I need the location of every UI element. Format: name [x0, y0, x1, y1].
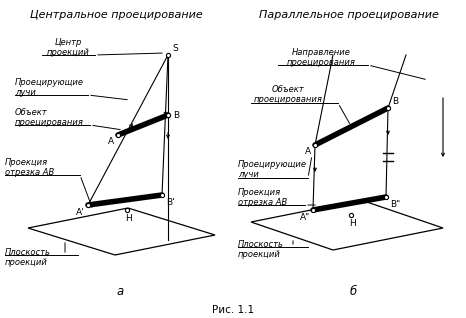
Text: проецирования: проецирования	[15, 118, 84, 127]
Text: Рис. 1.1: Рис. 1.1	[212, 305, 254, 315]
Text: отрезка АВ: отрезка АВ	[238, 198, 287, 207]
Text: H: H	[124, 214, 131, 223]
Text: H: H	[350, 219, 356, 228]
Text: B: B	[392, 97, 398, 106]
Text: Центральное проецирование: Центральное проецирование	[30, 10, 202, 20]
Text: A: A	[305, 147, 311, 156]
Text: A: A	[108, 137, 114, 146]
Text: проецирования: проецирования	[287, 58, 356, 67]
Text: лучи: лучи	[238, 170, 259, 179]
Text: отрезка АВ: отрезка АВ	[5, 168, 54, 177]
Text: Объект: Объект	[272, 85, 304, 94]
Text: Направление: Направление	[292, 48, 350, 57]
Text: Проецирующие: Проецирующие	[15, 78, 84, 87]
Text: проецирования: проецирования	[254, 95, 322, 104]
Text: проекций: проекций	[238, 250, 281, 259]
Text: Проекция: Проекция	[5, 158, 48, 167]
Text: S: S	[172, 44, 178, 53]
Text: Проецирующие: Проецирующие	[238, 160, 307, 169]
Text: б: б	[350, 285, 356, 298]
Text: Плоскость: Плоскость	[238, 240, 284, 249]
Text: B': B'	[166, 198, 175, 207]
Text: Объект: Объект	[15, 108, 48, 117]
Text: A": A"	[300, 213, 310, 222]
Text: лучи: лучи	[15, 88, 36, 97]
Text: B: B	[173, 110, 179, 120]
Text: A': A'	[76, 208, 85, 217]
Text: Проекция: Проекция	[238, 188, 281, 197]
Text: Параллельное проецирование: Параллельное проецирование	[259, 10, 439, 20]
Text: проекций: проекций	[5, 258, 48, 267]
Text: а: а	[116, 285, 123, 298]
Text: Центр: Центр	[55, 38, 82, 47]
Text: проекций: проекций	[47, 48, 89, 57]
Text: B": B"	[390, 200, 400, 209]
Text: Плоскость: Плоскость	[5, 248, 51, 257]
